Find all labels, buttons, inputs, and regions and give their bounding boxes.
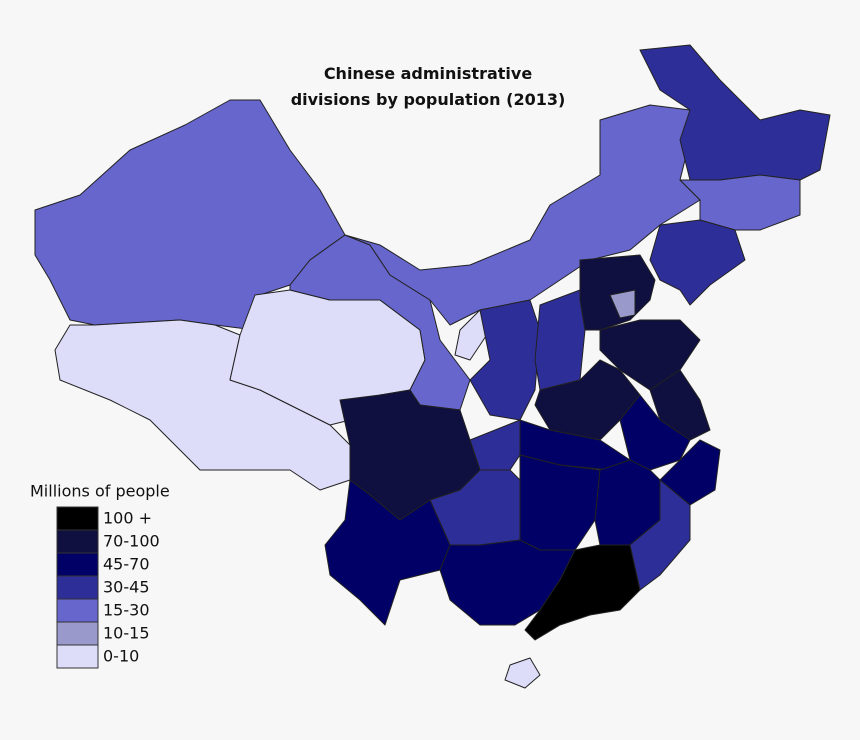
legend-label: 15-30 — [103, 601, 150, 620]
title-line: Chinese administrative — [324, 64, 533, 83]
liaoning — [649, 219, 746, 306]
legend-swatch — [56, 575, 99, 600]
legend-swatch — [56, 506, 99, 531]
legend-swatch — [56, 621, 99, 646]
yunnan — [324, 479, 451, 626]
legend-swatch — [56, 598, 99, 623]
legend-title: Millions of people — [30, 482, 170, 501]
legend-swatch — [56, 644, 99, 669]
ningxia — [454, 309, 491, 361]
legend-swatch — [56, 552, 99, 577]
guangdong — [524, 544, 641, 641]
hainan — [504, 657, 541, 689]
legend-label: 0-10 — [103, 647, 139, 666]
beijing-tianjin — [609, 289, 636, 319]
fujian — [629, 479, 691, 591]
title-line: divisions by population (2013) — [291, 90, 566, 109]
legend-label: 30-45 — [103, 578, 150, 597]
legend-label: 10-15 — [103, 624, 150, 643]
legend-label: 45-70 — [103, 555, 150, 574]
hebei — [579, 254, 656, 331]
jilin — [679, 174, 801, 231]
legend: Millions of people 100 + 70-100 45-70 30-45… — [30, 482, 170, 669]
legend-label: 100 + — [103, 509, 152, 528]
provinces — [34, 44, 831, 689]
legend-swatch — [56, 529, 99, 554]
shanxi — [534, 289, 586, 391]
legend-label: 70-100 — [103, 532, 160, 551]
